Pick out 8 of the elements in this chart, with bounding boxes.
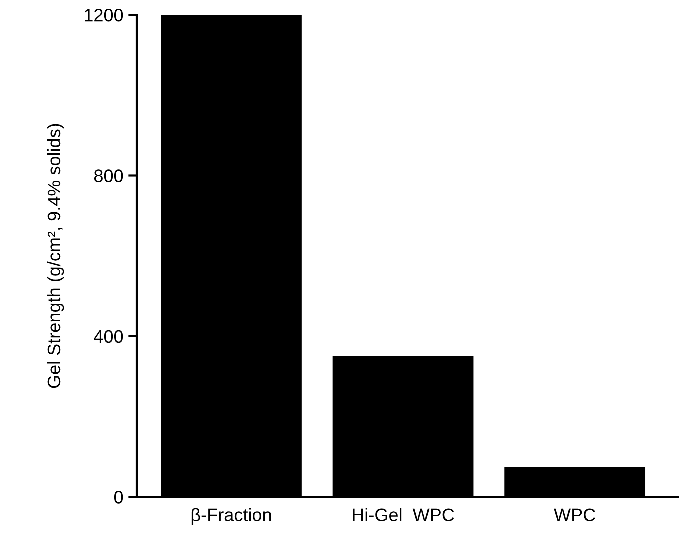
x-tick-label: Hi-Gel WPC xyxy=(353,508,454,522)
y-tick-label: 0 xyxy=(114,491,124,504)
y-tick-label: 1200 xyxy=(85,9,124,22)
y-tick-label: 400 xyxy=(94,330,124,344)
x-tick-label: β-Fraction xyxy=(192,508,272,526)
y-axis-title: Gel Strength (g/cm², 9.4% solids) xyxy=(47,124,64,388)
y-tick-label: 800 xyxy=(94,170,124,182)
x-tick-label: WPC xyxy=(554,508,596,522)
